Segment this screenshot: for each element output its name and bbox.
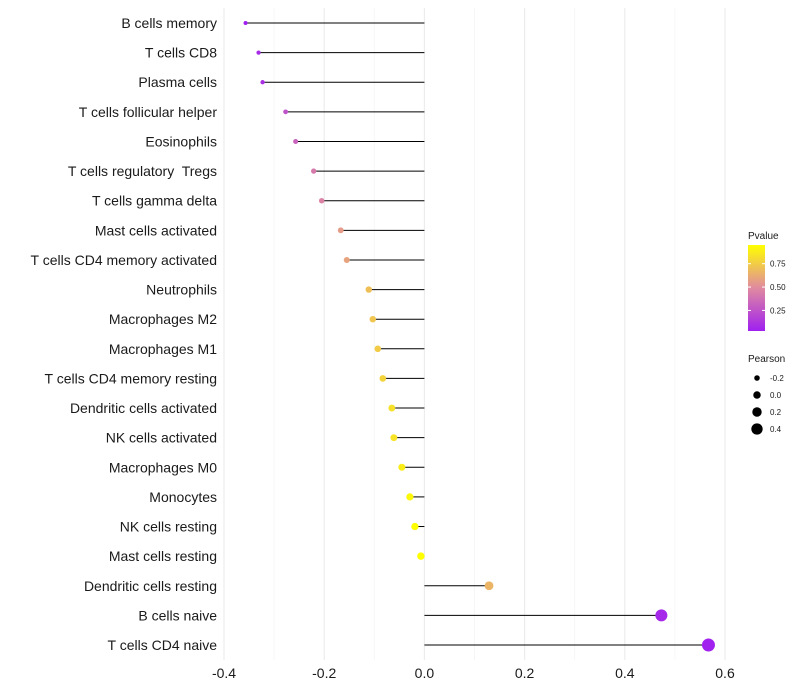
category-labels: B cells memory T cells CD8 Plasma cells T c… (31, 15, 218, 653)
lollipop-point (318, 197, 325, 204)
pvalue-legend-title: Pvalue (748, 231, 779, 242)
category-label: Eosinophils (145, 133, 217, 149)
pearson-legend-dot (751, 423, 763, 435)
category-label: Mast cells activated (95, 222, 217, 238)
category-label: Dendritic cells resting (84, 578, 217, 594)
lollipop-point (337, 227, 344, 234)
category-label: Neutrophils (146, 282, 217, 298)
lollipop-point (260, 80, 265, 85)
category-label: T cells gamma delta (92, 193, 217, 209)
category-label: Plasma cells (138, 74, 217, 90)
grid-layer (223, 8, 726, 660)
stem-layer (245, 22, 709, 646)
pvalue-tick-label: 0.50 (770, 283, 786, 292)
lollipop-point (379, 375, 387, 382)
pearson-legend-label: 0.0 (770, 391, 782, 400)
category-label: T cells CD4 memory resting (45, 370, 217, 386)
x-tick-label: 0.6 (715, 665, 735, 681)
pearson-legend-dot (752, 407, 762, 417)
lollipop-point (293, 138, 299, 144)
x-tick-label: 0.2 (515, 665, 535, 681)
category-label: T cells follicular helper (79, 104, 218, 120)
lollipop-point (411, 522, 419, 531)
pearson-legend-dot (753, 391, 761, 399)
x-axis-tick-labels: -0.4 -0.2 0.0 0.2 0.4 0.6 (212, 665, 735, 681)
lollipop-point (343, 256, 350, 263)
x-tick-label: 0.4 (615, 665, 635, 681)
category-label: T cells CD4 memory activated (31, 252, 217, 268)
category-label: NK cells activated (106, 430, 217, 446)
category-label: Macrophages M0 (109, 459, 217, 475)
pvalue-tick-label: 0.75 (770, 260, 786, 269)
lollipop-point (406, 493, 414, 501)
pearson-legend: Pearson -0.2 0.0 0.2 0.4 (748, 354, 785, 435)
pearson-legend-label: 0.4 (770, 425, 782, 434)
lollipop-point (311, 168, 317, 174)
category-label: Dendritic cells activated (70, 400, 217, 416)
category-label: B cells naive (138, 607, 217, 623)
lollipop-point (243, 20, 248, 26)
pvalue-colorbar-ticks: 0.25 0.50 0.75 (748, 260, 786, 315)
lollipop-point (398, 463, 406, 471)
pearson-legend-label: 0.2 (770, 408, 782, 417)
lollipop-point (369, 315, 377, 323)
category-label: T cells regulatory Tregs (68, 163, 217, 179)
category-label: NK cells resting (120, 519, 217, 535)
lollipop-point (365, 286, 372, 293)
x-tick-label: -0.2 (312, 665, 336, 681)
category-label: Macrophages M1 (109, 341, 217, 357)
category-label: T cells CD8 (145, 45, 217, 61)
lollipop-point (701, 638, 715, 652)
lollipop-point (655, 609, 668, 622)
pvalue-colorbar (748, 245, 765, 331)
category-label: Monocytes (149, 489, 217, 505)
x-tick-label: -0.4 (212, 665, 236, 681)
pvalue-legend: Pvalue 0.25 0.50 0.75 (748, 231, 786, 331)
pvalue-tick-label: 0.25 (770, 306, 786, 315)
point-layer (243, 20, 715, 652)
category-label: T cells CD4 naive (108, 637, 218, 653)
pearson-legend-dot (754, 375, 760, 381)
pearson-legend-title: Pearson (748, 354, 785, 365)
pearson-legend-label: -0.2 (770, 374, 784, 383)
x-tick-label: 0.0 (415, 665, 435, 681)
category-label: B cells memory (121, 15, 217, 31)
lollipop-point (390, 434, 398, 442)
lollipop-point (484, 581, 494, 591)
category-label: Macrophages M2 (109, 311, 217, 327)
lollipop-point (388, 404, 396, 412)
category-label: Mast cells resting (109, 548, 217, 564)
lollipop-point (283, 109, 289, 115)
lollipop-point (256, 50, 261, 55)
lollipop-point (374, 345, 382, 353)
pearson-legend-keys: -0.2 0.0 0.2 0.4 (751, 374, 784, 435)
lollipop-point (417, 552, 425, 560)
